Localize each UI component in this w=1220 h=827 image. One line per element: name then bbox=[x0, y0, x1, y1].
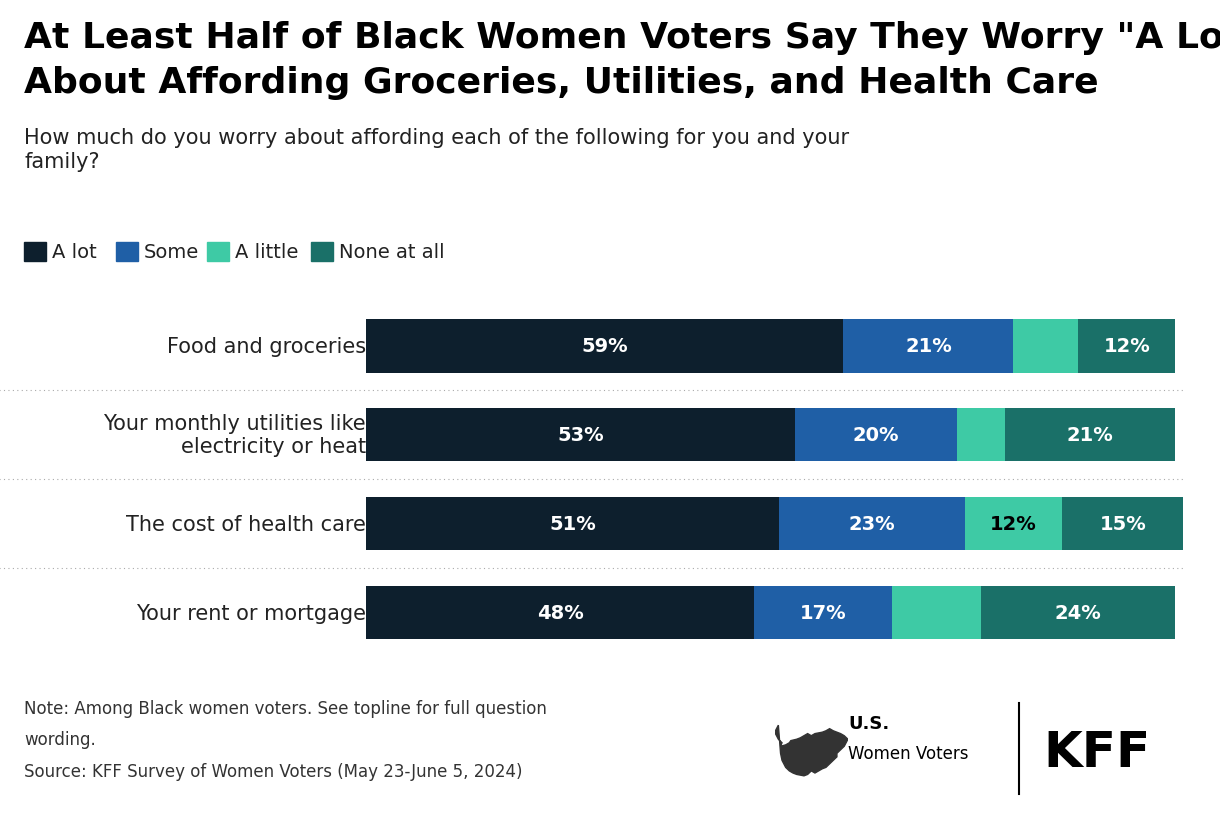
Bar bbox=[1061, 497, 1183, 551]
Text: The cost of health care: The cost of health care bbox=[126, 514, 366, 534]
Text: 51%: 51% bbox=[549, 514, 595, 533]
Text: 21%: 21% bbox=[1068, 426, 1114, 445]
Bar bbox=[366, 320, 843, 373]
Text: U.S.: U.S. bbox=[848, 714, 889, 732]
Text: 12%: 12% bbox=[1103, 337, 1150, 356]
Text: Women Voters: Women Voters bbox=[848, 744, 969, 762]
Bar bbox=[1005, 409, 1175, 462]
Bar bbox=[965, 497, 1061, 551]
Text: 17%: 17% bbox=[800, 604, 847, 622]
Text: KFF: KFF bbox=[1043, 729, 1150, 777]
Text: Your rent or mortgage: Your rent or mortgage bbox=[135, 603, 366, 623]
Text: 53%: 53% bbox=[558, 426, 604, 445]
Text: About Affording Groceries, Utilities, and Health Care: About Affording Groceries, Utilities, an… bbox=[24, 66, 1099, 100]
Text: wording.: wording. bbox=[24, 730, 96, 748]
Bar bbox=[843, 320, 1014, 373]
Bar bbox=[778, 497, 965, 551]
Bar bbox=[1078, 320, 1175, 373]
Text: Source: KFF Survey of Women Voters (May 23-June 5, 2024): Source: KFF Survey of Women Voters (May … bbox=[24, 762, 523, 780]
Text: A little: A little bbox=[235, 243, 299, 261]
Text: 12%: 12% bbox=[991, 514, 1037, 533]
Bar bbox=[1014, 320, 1078, 373]
Bar bbox=[366, 586, 754, 639]
Text: 15%: 15% bbox=[1099, 514, 1146, 533]
Text: Note: Among Black women voters. See topline for full question: Note: Among Black women voters. See topl… bbox=[24, 699, 548, 717]
Bar bbox=[956, 409, 1005, 462]
Polygon shape bbox=[775, 725, 848, 776]
Text: 20%: 20% bbox=[853, 426, 899, 445]
Text: 48%: 48% bbox=[537, 604, 583, 622]
Text: None at all: None at all bbox=[339, 243, 445, 261]
Bar bbox=[366, 497, 778, 551]
Text: Some: Some bbox=[144, 243, 199, 261]
Bar bbox=[981, 586, 1175, 639]
Bar bbox=[795, 409, 956, 462]
Text: Food and groceries: Food and groceries bbox=[167, 337, 366, 356]
Text: At Least Half of Black Women Voters Say They Worry "A Lot": At Least Half of Black Women Voters Say … bbox=[24, 21, 1220, 55]
Text: Your monthly utilities like
electricity or heat: Your monthly utilities like electricity … bbox=[104, 414, 366, 457]
Bar bbox=[366, 409, 795, 462]
Bar bbox=[892, 586, 981, 639]
Text: A lot: A lot bbox=[52, 243, 98, 261]
Text: 21%: 21% bbox=[905, 337, 952, 356]
Text: How much do you worry about affording each of the following for you and your
fam: How much do you worry about affording ea… bbox=[24, 128, 849, 171]
Bar bbox=[754, 586, 892, 639]
Text: 23%: 23% bbox=[848, 514, 895, 533]
Text: 24%: 24% bbox=[1055, 604, 1102, 622]
Text: 59%: 59% bbox=[582, 337, 628, 356]
